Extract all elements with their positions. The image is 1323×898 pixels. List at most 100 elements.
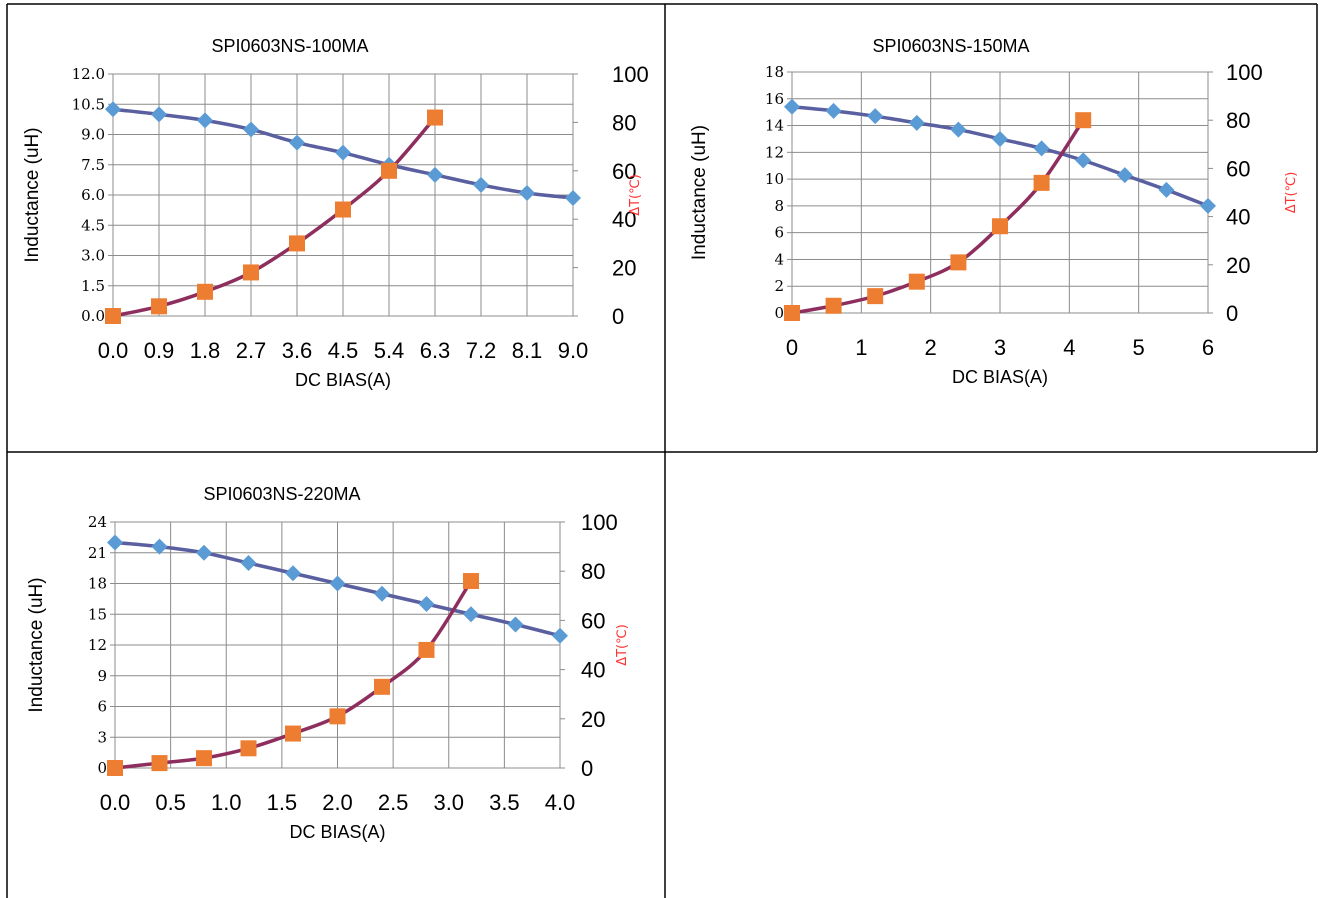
y2-tick-label: 20 [581, 707, 605, 732]
temperature-point [197, 283, 213, 300]
y-tick-label: 0.0 [81, 307, 105, 325]
y2-tick-label: 20 [1226, 253, 1250, 278]
y-tick-label: 3.0 [81, 247, 105, 265]
inductance-point [992, 130, 1008, 147]
inductance-point [289, 134, 305, 151]
temperature-point [105, 308, 121, 324]
y2-tick-label: 0 [612, 304, 624, 329]
temperature-point [374, 678, 390, 695]
y-tick-label: 0 [774, 304, 784, 322]
x-tick-label: 5.4 [374, 338, 405, 363]
y-tick-label: 6.0 [81, 186, 105, 204]
x-tick-label: 3.0 [433, 790, 464, 815]
y2-tick-label: 40 [612, 207, 636, 232]
inductance-point [908, 114, 925, 131]
x-tick-label: 4.5 [328, 338, 359, 363]
inductance-point [1200, 197, 1216, 214]
x-tick-label: 3 [994, 335, 1006, 360]
temperature-point [329, 708, 346, 725]
y2-axis-label: ΔT(℃) [628, 174, 643, 216]
y-tick-label: 8 [774, 197, 784, 215]
x-tick-label: 2 [925, 335, 937, 360]
x-tick-label: 9.0 [558, 338, 589, 363]
x-tick-label: 3.5 [489, 790, 520, 815]
y2-tick-label: 100 [581, 510, 618, 535]
y2-tick-label: 20 [612, 256, 636, 281]
y2-tick-label: 40 [581, 658, 605, 683]
y2-axis-label: ΔT(℃) [1284, 172, 1299, 214]
x-tick-label: 0 [786, 335, 798, 360]
y-tick-label: 12 [765, 143, 784, 161]
temperature-point [289, 235, 305, 252]
y-tick-label: 24 [88, 513, 107, 531]
y-tick-label: 12 [88, 636, 107, 654]
chart-title: SPI0603NS-100MA [211, 36, 368, 56]
y-tick-label: 6 [774, 224, 784, 242]
temperature-point [381, 162, 397, 179]
y-tick-label: 18 [88, 575, 107, 593]
inductance-point [107, 534, 123, 551]
chart-title: SPI0603NS-220MA [203, 484, 360, 504]
x-tick-label: 7.2 [466, 338, 497, 363]
x-tick-label: 4.0 [545, 790, 576, 815]
temperature-point [285, 725, 301, 742]
y-tick-label: 9.0 [81, 126, 105, 144]
x-axis-label: DC BIAS(A) [952, 367, 1048, 387]
temperature-point [950, 254, 967, 271]
y2-tick-label: 100 [612, 62, 649, 87]
temperature-point [335, 201, 351, 218]
y-axis-label: Inductance (uH) [22, 127, 43, 262]
y-axis-label: Inductance (uH) [689, 125, 710, 260]
y-axis-label: Inductance (uH) [26, 577, 47, 712]
y2-tick-label: 40 [1226, 205, 1250, 230]
y-tick-label: 1.5 [81, 277, 105, 295]
x-tick-label: 4 [1063, 335, 1075, 360]
inductance-point [243, 121, 259, 138]
temperature-point [784, 305, 800, 321]
inductance-point [867, 108, 884, 125]
y2-tick-label: 80 [612, 110, 636, 135]
temperature-point [418, 641, 435, 658]
inductance-point [1158, 181, 1175, 198]
inductance-point [473, 176, 489, 193]
inductance-point [151, 538, 168, 555]
x-tick-label: 2.7 [236, 338, 267, 363]
x-tick-label: 6.3 [420, 338, 451, 363]
y-tick-label: 7.5 [81, 156, 105, 174]
x-tick-label: 2.0 [322, 790, 353, 815]
y2-tick-label: 0 [1226, 301, 1238, 326]
temperature-point [243, 264, 259, 281]
y2-tick-label: 0 [581, 756, 593, 781]
y2-tick-label: 60 [581, 608, 605, 633]
inductance-point [151, 106, 167, 123]
y-tick-label: 18 [765, 63, 784, 81]
temperature-point [151, 298, 167, 315]
inductance-point [418, 596, 435, 612]
inductance-point [784, 98, 800, 115]
x-tick-label: 0.0 [100, 790, 131, 815]
temperature-point [825, 297, 842, 314]
inductance-point [950, 121, 967, 138]
temperature-point [107, 760, 123, 776]
x-tick-label: 1.5 [267, 790, 298, 815]
inductance-point [285, 565, 301, 582]
y-tick-label: 14 [765, 117, 784, 135]
temperature-point [867, 288, 884, 305]
x-tick-label: 0.9 [144, 338, 175, 363]
temperature-point [992, 218, 1008, 235]
inductance-point [565, 190, 581, 207]
y-tick-label: 15 [88, 605, 107, 623]
x-tick-label: 2.5 [378, 790, 409, 815]
y-tick-label: 3 [97, 728, 107, 746]
inductance-point [507, 616, 524, 633]
y-tick-label: 21 [88, 544, 107, 562]
inductance-point [463, 606, 479, 623]
inductance-point [196, 544, 212, 561]
temperature-point [427, 109, 443, 126]
inductance-point [335, 144, 351, 161]
y2-tick-label: 60 [612, 159, 636, 184]
inductance-point [240, 555, 257, 571]
